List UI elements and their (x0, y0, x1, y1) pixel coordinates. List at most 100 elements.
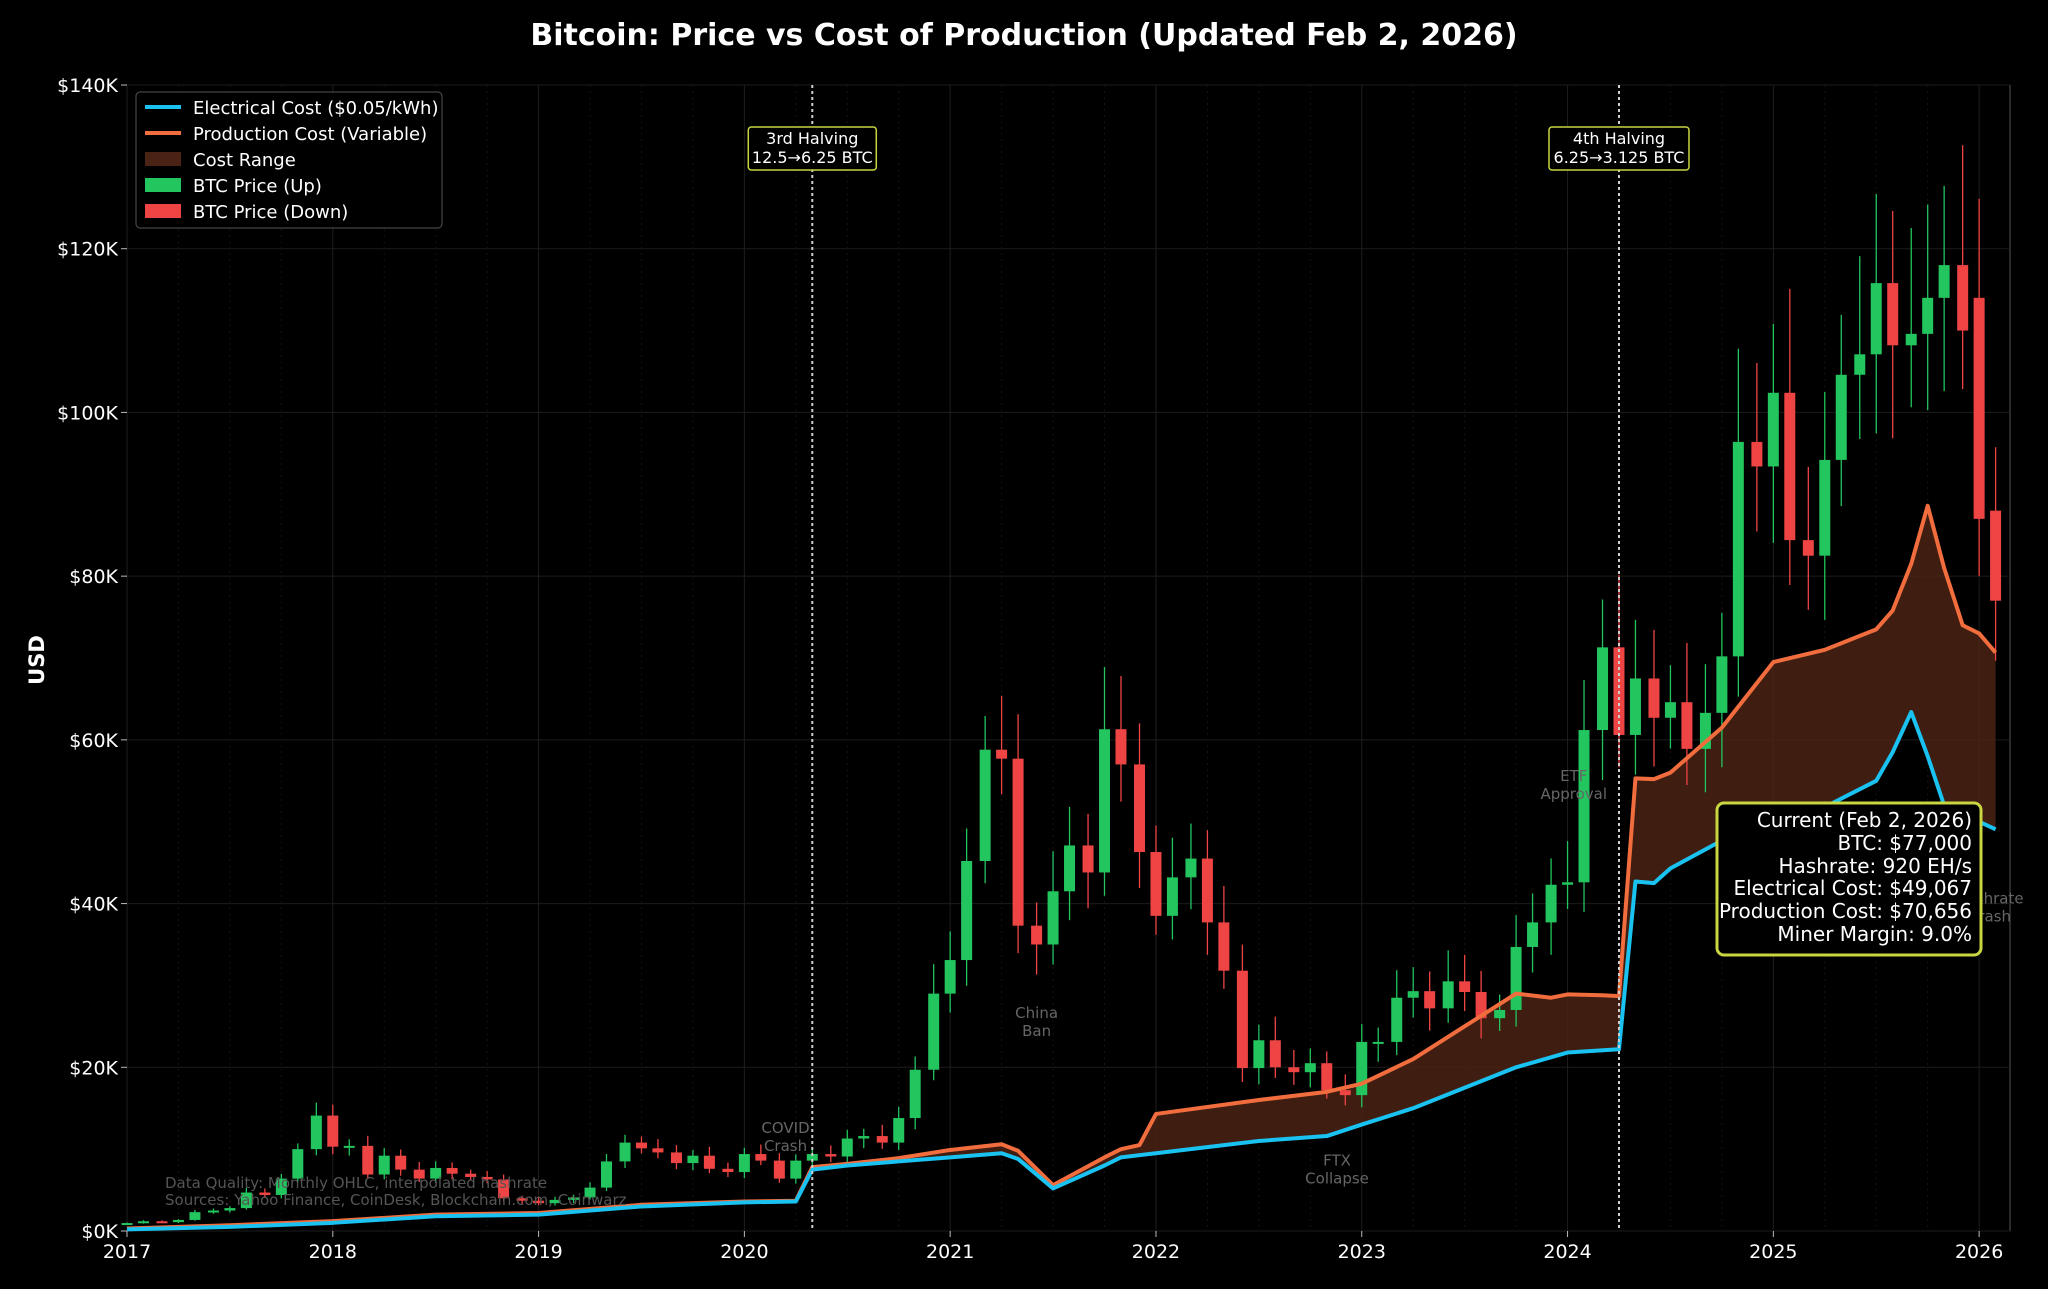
candle-down (413, 1169, 425, 1179)
candle-up (430, 1167, 442, 1179)
event-annotation: ETF (1560, 767, 1587, 785)
y-tick-label: $20K (69, 1057, 118, 1079)
candle-up (121, 1223, 133, 1226)
info-production-cost: Production Cost: $70,656 (1719, 899, 1972, 923)
candle-up (1185, 858, 1197, 878)
x-tick-label: 2017 (103, 1241, 151, 1263)
candle-up (1578, 730, 1590, 883)
event-annotation: Collapse (1305, 1170, 1369, 1188)
candle-down (1751, 441, 1763, 467)
legend-frame (135, 91, 443, 229)
y-tick-label: $140K (57, 75, 118, 97)
candle-up (619, 1142, 631, 1162)
candle-down (996, 749, 1008, 759)
event-annotation: FTX (1323, 1152, 1351, 1170)
candle-down (755, 1154, 767, 1161)
candle-up (224, 1208, 236, 1211)
candle-down (465, 1173, 477, 1177)
chart-title: Bitcoin: Price vs Cost of Production (Up… (530, 18, 1518, 53)
candle-up (1922, 297, 1934, 334)
y-tick-label: $0K (81, 1221, 118, 1243)
candle-down (1990, 510, 2002, 601)
x-tick-label: 2019 (514, 1241, 562, 1263)
candle-up (137, 1221, 149, 1224)
candle-up (979, 749, 991, 862)
event-annotation: Approval (1540, 785, 1607, 803)
candle-up (1629, 678, 1641, 735)
candle-down (635, 1142, 647, 1149)
event-annotation: Ban (1022, 1022, 1051, 1040)
candle-down (533, 1200, 545, 1204)
candle-up (806, 1154, 818, 1161)
candle-up (1099, 729, 1111, 873)
info-miner-margin: Miner Margin: 9.0% (1777, 922, 1972, 946)
candle-up (1047, 891, 1059, 945)
candle-up (1699, 712, 1711, 749)
candle-down (825, 1154, 837, 1157)
candle-up (292, 1149, 304, 1179)
candle-down (1648, 678, 1660, 718)
cost-lines (126, 503, 1998, 1232)
candle-up (1819, 459, 1831, 556)
candle-down (362, 1145, 374, 1175)
info-box-frame (1715, 801, 1983, 957)
candle-up (310, 1115, 322, 1150)
candle-up (1442, 981, 1454, 1009)
candle-up (1494, 1009, 1506, 1019)
axes: $0K $20K $40K $60K $80K $100K $120K $140K 2017 20… (57, 75, 2003, 1263)
x-tick-label: 2021 (926, 1241, 974, 1263)
halving-label-detail: 12.5→6.25 BTC (752, 148, 873, 167)
legend-label-cost-range: Cost Range (193, 150, 296, 171)
legend-label-price-up: BTC Price (Up) (193, 176, 322, 197)
legend-label-production: Production Cost (Variable) (193, 124, 427, 145)
candle-down (481, 1176, 493, 1180)
source-notes: Data Quality: Monthly OHLC, interpolated… (165, 1174, 627, 1209)
candle-up (1597, 647, 1609, 731)
y-tick-label: $120K (57, 239, 118, 261)
candle-up (928, 993, 940, 1070)
candle-down (1288, 1067, 1300, 1073)
candle-down (1339, 1090, 1351, 1096)
candle-up (1253, 1040, 1265, 1069)
info-current-date: Current (Feb 2, 2026) (1757, 808, 1972, 832)
candle-up (378, 1155, 390, 1175)
candle-up (893, 1118, 905, 1143)
y-tick-label: $40K (69, 894, 118, 916)
candle-down (1236, 970, 1248, 1069)
candle-down (327, 1115, 339, 1147)
candle-down (498, 1179, 510, 1199)
legend-swatch-price-down (145, 204, 181, 218)
halving-label-title: 4th Halving (1573, 129, 1665, 148)
y-tick-label: $80K (69, 566, 118, 588)
candle-down (1475, 991, 1487, 1019)
x-tick-label: 2022 (1132, 1241, 1180, 1263)
candle-up (1854, 354, 1866, 375)
candle-up (1835, 374, 1847, 460)
candle-down (1133, 764, 1145, 853)
candle-up (1767, 392, 1779, 467)
candle-up (207, 1210, 219, 1213)
sources-note: Sources: Yahoo Finance, CoinDesk, Blockc… (165, 1191, 627, 1209)
legend-swatch-price-up (145, 178, 181, 192)
candle-down (1784, 392, 1796, 541)
legend-swatch-cost-range (145, 152, 181, 166)
event-annotation: Crash (764, 1137, 807, 1155)
cost-range-area (127, 505, 1996, 1230)
event-annotation: China (1015, 1004, 1058, 1022)
candle-up (909, 1069, 921, 1119)
candle-up (1407, 991, 1419, 998)
plot-frame (126, 84, 2011, 1232)
cost-range-fill (127, 505, 1996, 1230)
candle-up (343, 1145, 355, 1148)
candle-up (687, 1155, 699, 1164)
candle-down (1150, 852, 1162, 916)
candle-up (1527, 922, 1539, 947)
x-tick-label: 2024 (1543, 1241, 1591, 1263)
candle-up (738, 1154, 750, 1173)
candle-up (1716, 656, 1728, 713)
candle-up (600, 1161, 612, 1188)
candle-down (773, 1160, 785, 1179)
